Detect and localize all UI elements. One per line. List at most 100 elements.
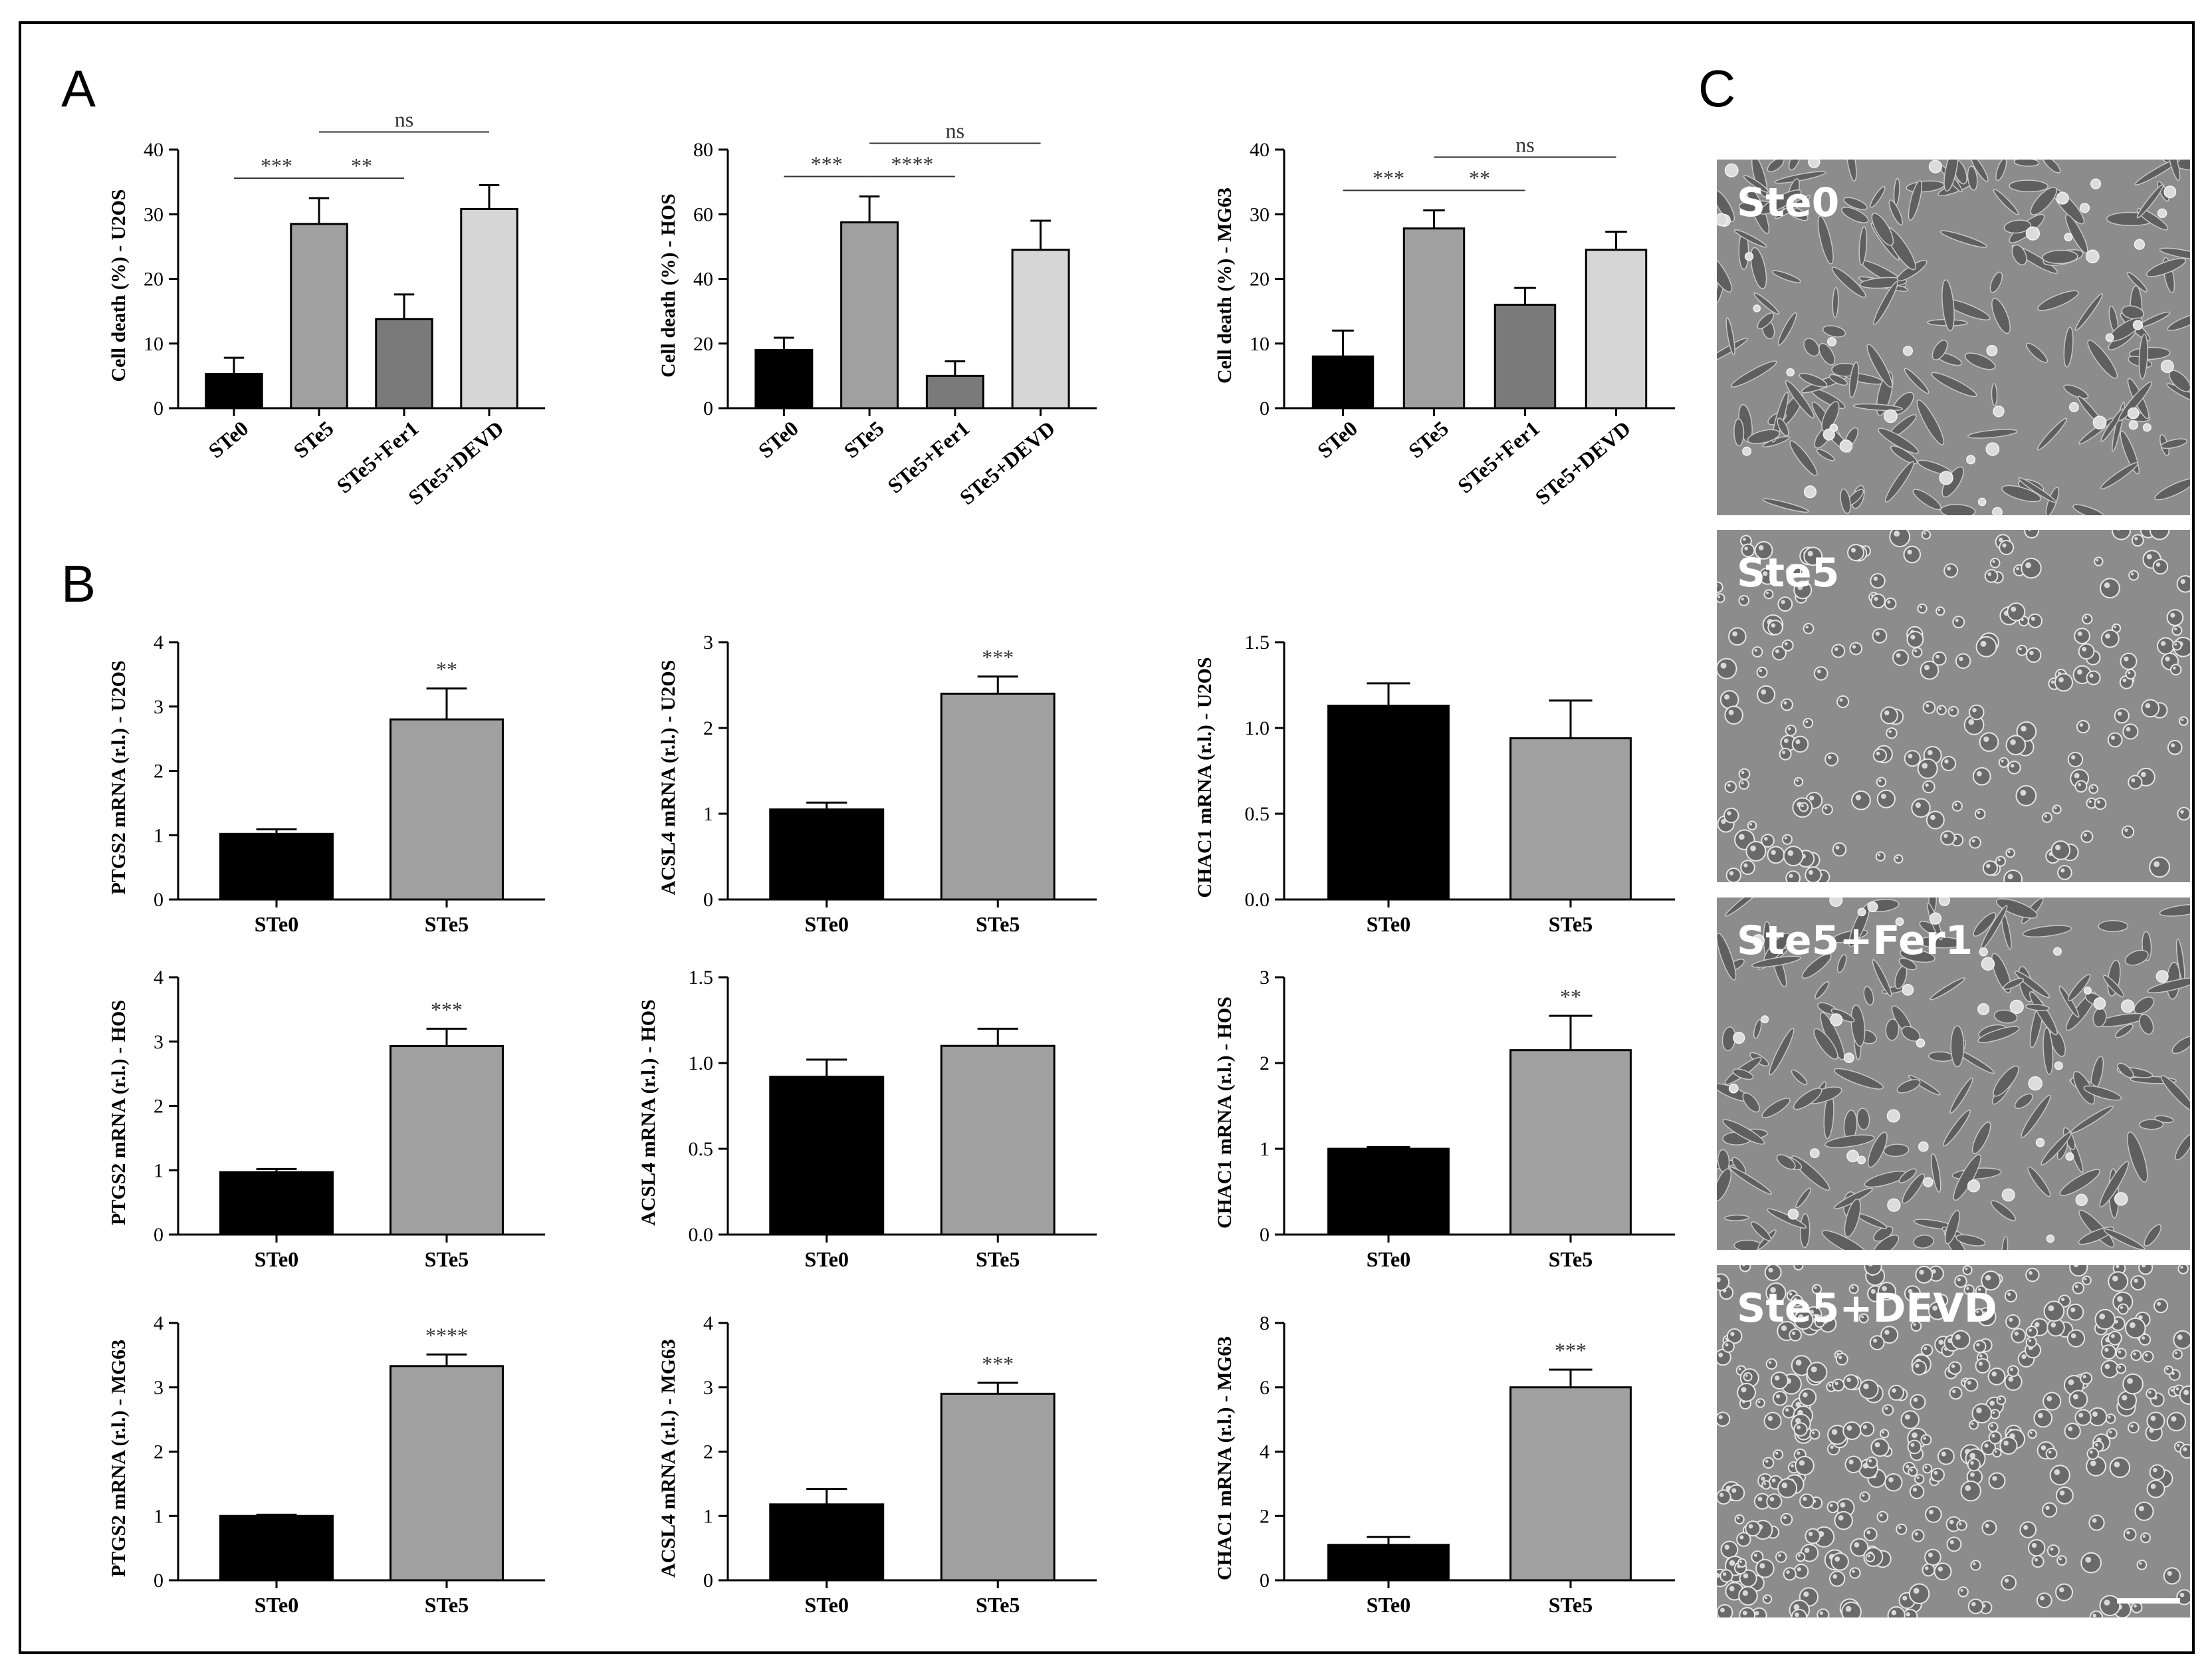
cell-shape [1923,1177,1934,1187]
cell-shape [1962,1265,1973,1276]
cell-shape [1967,1458,1981,1472]
cell-highlight [1913,1588,1920,1594]
x-category-label: STe5 [1549,912,1593,936]
cell-shape [1975,1358,1991,1374]
cell-highlight [1912,1487,1918,1492]
cell-highlight [2009,1317,2013,1322]
cell-highlight [2068,1426,2073,1431]
cell-shape [2146,257,2187,277]
cell-highlight [1952,1389,1956,1393]
y-tick-label: 60 [693,203,713,225]
cell-shape [1755,1558,1775,1578]
cell-highlight [2129,1322,2136,1328]
cell-highlight [1986,864,1991,868]
significance-label: *** [431,997,463,1021]
cell-shape [2086,1447,2099,1460]
cell-shape [1969,836,1981,849]
bar-ste0 [1311,355,1375,410]
cell-shape [2115,1348,2127,1360]
cell-shape [1967,429,2018,439]
cell-shape [1793,777,1804,787]
cell-highlight [1731,1488,1737,1493]
cell-shape [1936,606,1945,616]
cell-highlight [1891,1610,1897,1616]
cell-shape [2117,1303,2129,1315]
cell-shape [1762,1594,1773,1604]
cell-shape [1945,1210,1960,1245]
cell-highlight [1971,839,1975,843]
cell-shape [1992,1448,2002,1458]
cell-highlight [1834,1556,1840,1562]
x-category-label: STe0 [1367,1593,1410,1617]
cell-shape [2007,1365,2019,1377]
cell-highlight [1978,1362,1983,1366]
cell-shape [1753,1018,1762,1039]
cell-highlight [1914,650,1918,653]
cell-shape [1947,705,1959,717]
cell-shape [1998,757,2009,768]
cell-shape [1835,1352,1848,1366]
significance-label: *** [811,152,843,176]
cell-shape [1955,653,1971,669]
cell-shape [1761,834,1775,848]
cell-shape [1917,758,1938,779]
cell-shape [1872,628,1888,644]
cell-highlight [1868,1459,1872,1463]
cell-highlight [1878,779,1882,782]
cell-shape [1943,160,1959,192]
cell-highlight [1972,707,1977,713]
cell-shape [1799,1388,1817,1407]
cell-shape [1844,1198,1861,1238]
cell-highlight [2021,1354,2027,1360]
cell-shape [2009,999,2024,1014]
x-category-label: STe5 [1549,1593,1593,1617]
cell-shape [1799,1213,1811,1249]
cell-shape [1777,312,1797,346]
cell-shape [2025,226,2041,241]
cell-highlight [2031,1542,2037,1548]
cell-highlight [2096,558,2099,562]
bar-ste5-devd [1585,249,1648,410]
cell-highlight [1775,649,1779,654]
y-tick-label: 2 [703,717,713,739]
cell-highlight [2179,1592,2185,1598]
x-category-label: STe0 [805,1593,849,1617]
cell-shape [1821,401,1840,432]
cell-highlight [1814,1286,1817,1290]
cell-shape [2132,320,2143,330]
cell-highlight [1718,1352,1723,1358]
cell-highlight [1761,689,1767,695]
cell-highlight [1743,1573,1749,1579]
cell-shape [2082,614,2093,625]
cell-highlight [1742,1610,1747,1616]
cell-shape [2063,384,2089,400]
cell-shape [1787,1208,1799,1220]
cell-highlight [2034,1558,2039,1562]
cell-highlight [1976,1310,1979,1314]
cell-highlight [1930,814,1936,820]
cell-shape [1822,325,1846,338]
chart-8: 0.0 0.5 1.0 1.5 ACSL4 mRNA (r.l.) - HOS STe0 S… [637,967,1097,1271]
cell-highlight [2070,755,2076,760]
y-axis-label: ACSL4 mRNA (r.l.) - MG63 [657,1339,679,1578]
cell-highlight [1790,566,1795,571]
y-tick-label: 0 [703,1570,713,1592]
cell-shape [2116,1363,2127,1374]
cell-shape [1799,1493,1815,1509]
cell-shape [2075,1193,2088,1207]
cell-shape [1830,1013,1843,1026]
cell-highlight [2148,1391,2152,1394]
cell-shape [2123,1528,2137,1541]
y-tick-label: 30 [1250,203,1270,225]
cell-shape [2087,340,2118,379]
cell-highlight [1743,537,1746,541]
x-category-label: STe5 [425,1247,469,1271]
cell-highlight [1783,701,1787,705]
cell-shape [1929,912,1942,925]
cell-shape [1717,337,1748,364]
cell-shape [1922,1463,1933,1474]
cell-highlight [2130,572,2134,576]
cell-shape [2011,1328,2027,1344]
cell-shape [1995,898,2038,919]
cell-highlight [1720,662,1727,669]
